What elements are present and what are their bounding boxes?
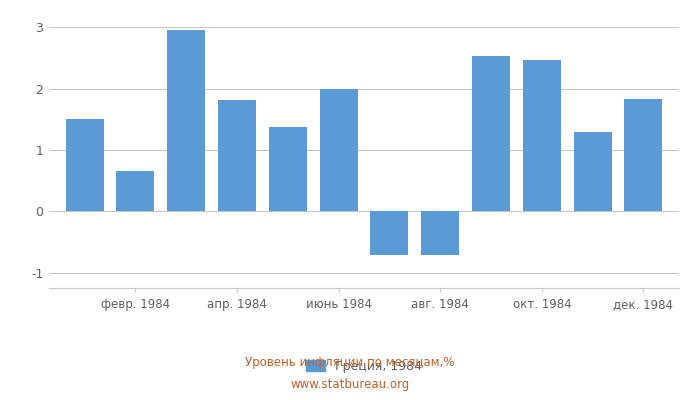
Text: Уровень инфляции по месяцам,%: Уровень инфляции по месяцам,% [245, 356, 455, 369]
Bar [523, 60, 561, 211]
Bar [370, 211, 409, 256]
Bar [66, 119, 104, 211]
Bar [167, 30, 205, 211]
Legend: Греция, 1984: Греция, 1984 [301, 355, 427, 378]
Bar [319, 89, 358, 211]
Bar [218, 100, 256, 211]
Bar [421, 211, 459, 256]
Bar [624, 99, 662, 211]
Text: www.statbureau.org: www.statbureau.org [290, 378, 410, 391]
Bar [472, 56, 510, 211]
Bar [116, 172, 155, 211]
Bar [269, 127, 307, 211]
Bar [573, 132, 612, 211]
